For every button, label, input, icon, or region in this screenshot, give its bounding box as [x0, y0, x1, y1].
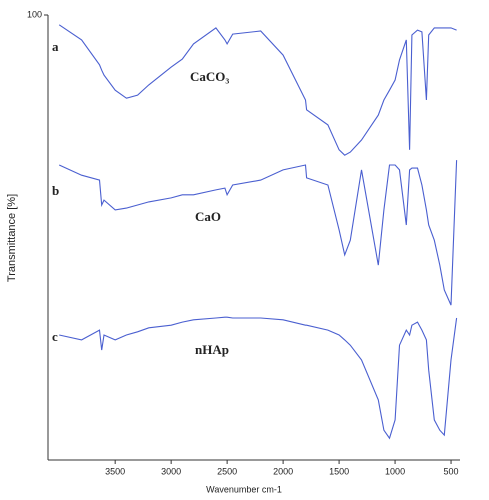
x-axis-title: Wavenumber cm-1 [206, 484, 282, 494]
spectrum-line [59, 316, 458, 440]
x-tick-label: 2500 [217, 466, 237, 476]
x-tick-label: 3000 [161, 466, 181, 476]
y-tick-label: 100 [27, 9, 42, 19]
annotation: nHAp [195, 342, 229, 357]
x-tick-label: 2000 [273, 466, 293, 476]
annotation: b [52, 183, 59, 198]
annotation: CaO [195, 209, 221, 224]
spectrum-line [58, 24, 457, 156]
annotation: a [52, 39, 59, 54]
x-tick-label: 3500 [105, 466, 125, 476]
x-tick-label: 1500 [329, 466, 349, 476]
x-tick-label: 500 [444, 466, 459, 476]
x-tick-label: 1000 [385, 466, 405, 476]
annotation: c [52, 329, 58, 344]
spectrum-line [58, 160, 458, 306]
y-axis-title: Transmittance [%] [6, 194, 18, 282]
annotation: CaCO₃ [190, 69, 229, 84]
